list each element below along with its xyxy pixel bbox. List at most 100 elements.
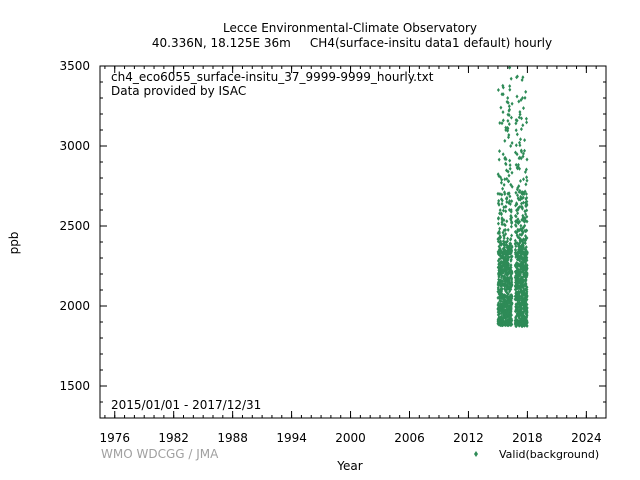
data-point — [509, 306, 513, 310]
data-point — [515, 261, 519, 265]
data-point — [502, 247, 506, 252]
data-point — [519, 137, 522, 142]
data-point — [497, 282, 501, 287]
data-point — [516, 244, 520, 249]
data-point — [525, 302, 529, 307]
data-point — [518, 140, 521, 145]
data-point — [525, 293, 529, 298]
x-tick-label: 2000 — [335, 431, 366, 445]
data-point — [521, 75, 525, 80]
data-point — [525, 199, 529, 204]
data-point — [506, 303, 510, 308]
data-point — [514, 150, 517, 155]
data-point — [503, 156, 507, 161]
file-annotation: ch4_eco6055_surface-insitu_37_9999-9999_… — [111, 70, 434, 84]
data-point — [503, 190, 506, 195]
data-point — [525, 178, 529, 183]
data-point — [499, 323, 503, 328]
data-point — [504, 288, 508, 293]
data-point — [516, 229, 520, 234]
data-point — [506, 244, 510, 249]
data-point — [520, 248, 524, 253]
data-point — [521, 293, 525, 298]
data-point — [503, 280, 507, 285]
data-point — [497, 198, 501, 203]
data-point — [516, 267, 520, 272]
data-point — [500, 273, 504, 278]
data-point — [518, 250, 522, 255]
data-point — [498, 303, 501, 308]
y-axis: 1500 2000 2500 3000 3500 — [59, 59, 606, 403]
data-point — [520, 242, 524, 247]
data-point — [506, 239, 509, 244]
data-point — [513, 229, 517, 234]
data-point — [505, 196, 509, 201]
data-point — [504, 125, 508, 130]
data-point — [498, 149, 501, 154]
data-point — [510, 170, 514, 175]
data-point — [504, 228, 507, 232]
data-point — [519, 223, 523, 228]
data-point — [501, 110, 505, 115]
data-point — [514, 190, 518, 195]
data-point — [521, 275, 525, 280]
data-point — [524, 284, 528, 289]
data-point — [520, 204, 524, 209]
data-point — [502, 315, 506, 319]
data-point — [518, 238, 522, 243]
y-tick-label: 3500 — [59, 59, 90, 73]
data-point — [519, 317, 522, 321]
data-point — [514, 280, 518, 285]
data-point — [520, 278, 524, 283]
data-point — [502, 250, 505, 255]
data-point — [525, 120, 529, 125]
data-point — [505, 200, 509, 204]
data-point — [521, 195, 525, 200]
data-point — [500, 222, 504, 227]
y-tick-label: 3000 — [59, 139, 90, 153]
data-point — [499, 105, 503, 110]
data-point — [510, 254, 514, 259]
data-point — [521, 213, 525, 218]
data-point — [523, 241, 527, 246]
data-point — [517, 115, 521, 120]
data-point — [519, 179, 522, 183]
data-point — [524, 234, 527, 238]
data-point — [497, 268, 501, 273]
data-point — [521, 231, 524, 236]
data-point — [497, 262, 501, 267]
data-point — [498, 121, 502, 125]
data-point — [517, 184, 521, 189]
data-point — [518, 286, 522, 291]
data-point — [499, 264, 502, 269]
data-point — [505, 176, 509, 181]
data-point — [508, 163, 512, 168]
data-point — [524, 182, 528, 187]
data-point — [514, 314, 518, 319]
data-point — [500, 308, 504, 313]
data-point — [498, 192, 502, 196]
data-point — [514, 269, 518, 274]
data-point — [499, 315, 502, 320]
data-point — [508, 107, 511, 112]
provider-annotation: Data provided by ISAC — [111, 84, 246, 98]
data-point — [510, 220, 514, 225]
data-point — [506, 300, 510, 305]
data-point — [516, 253, 520, 258]
data-point — [521, 96, 524, 100]
data-point — [520, 191, 524, 196]
data-point — [497, 216, 500, 220]
data-point — [499, 256, 503, 261]
data-point — [507, 270, 510, 275]
data-point — [496, 285, 500, 290]
data-point — [523, 288, 527, 292]
x-axis: 1976 1982 1988 1994 2000 2006 2012 2018 2024 — [99, 66, 607, 445]
data-point — [498, 211, 502, 216]
data-point — [520, 239, 524, 243]
data-point — [508, 194, 512, 199]
data-point — [507, 173, 511, 178]
data-point — [518, 305, 522, 310]
data-point — [522, 177, 525, 182]
data-point — [507, 207, 511, 212]
x-tick-label: 2018 — [512, 431, 543, 445]
